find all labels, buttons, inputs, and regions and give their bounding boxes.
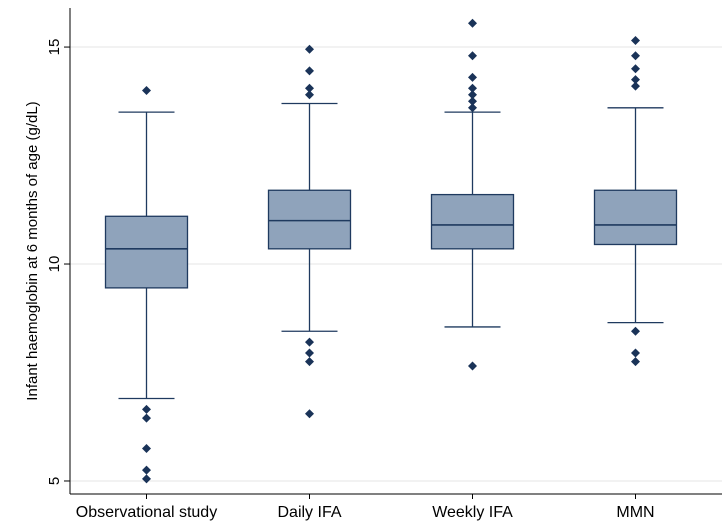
box-group	[430, 18, 515, 371]
boxes	[104, 18, 678, 484]
outlier-point	[468, 72, 477, 82]
outlier-point	[142, 465, 151, 475]
outlier-point	[142, 404, 151, 414]
outlier-point	[631, 36, 640, 46]
y-tick-label: 10	[46, 256, 63, 273]
box-group	[104, 85, 189, 484]
x-tick-label: Daily IFA	[277, 504, 341, 521]
box-group	[593, 36, 678, 367]
outlier-point	[305, 348, 314, 358]
y-ticks: 5 10 15	[46, 39, 70, 485]
y-tick-label: 15	[46, 39, 63, 56]
box-group	[267, 44, 352, 419]
x-tick-label: MMN	[616, 504, 654, 521]
outlier-point	[631, 64, 640, 74]
x-ticks: Observational study Daily IFA Weekly IFA MM…	[76, 494, 655, 521]
outlier-point	[305, 337, 314, 347]
box-iqr	[267, 189, 352, 250]
x-tick-label: Observational study	[76, 504, 217, 521]
outlier-point	[305, 83, 314, 93]
outlier-point	[631, 357, 640, 367]
y-tick-label: 5	[46, 477, 63, 485]
box-iqr	[430, 193, 515, 250]
outlier-point	[305, 44, 314, 54]
outlier-point	[468, 96, 477, 106]
outlier-point	[305, 357, 314, 367]
outlier-point	[142, 443, 151, 453]
outlier-point	[631, 51, 640, 61]
outlier-point	[631, 326, 640, 336]
outlier-point	[305, 409, 314, 419]
outlier-point	[468, 18, 477, 28]
outlier-point	[142, 474, 151, 484]
box-iqr	[104, 215, 189, 289]
x-tick-label: Weekly IFA	[432, 504, 513, 521]
outlier-point	[142, 413, 151, 423]
outlier-point	[468, 51, 477, 61]
outlier-point	[631, 75, 640, 85]
outlier-point	[142, 85, 151, 95]
box-iqr	[593, 189, 678, 246]
y-axis-label: Infant haemoglobin at 6 months of age (g…	[24, 101, 41, 400]
outlier-point	[631, 348, 640, 358]
outlier-point	[305, 90, 314, 100]
outlier-point	[468, 83, 477, 93]
outlier-point	[468, 361, 477, 371]
outlier-point	[468, 103, 477, 113]
outlier-point	[305, 66, 314, 76]
outlier-point	[631, 81, 640, 91]
outlier-point	[468, 90, 477, 100]
